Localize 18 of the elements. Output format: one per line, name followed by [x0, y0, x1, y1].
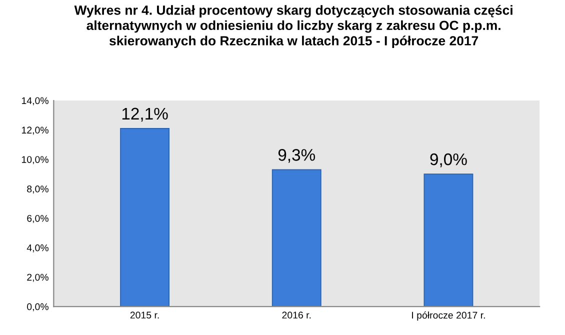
y-tick-label: 2,0%: [27, 274, 48, 282]
x-tick-label: 2016 r.: [282, 312, 311, 319]
y-tick-label: 6,0%: [27, 214, 48, 223]
x-tick-label: 2015 r.: [130, 312, 159, 319]
y-tick-label: 12,0%: [22, 126, 48, 135]
data-label: 12,1%: [122, 108, 168, 122]
y-tick-label: 0,0%: [27, 303, 48, 312]
chart-title: Wykres nr 4. Udział procentowy skarg dotyczących stosowania części alternatywnych w odniesieniu do liczby skarg z zakresu OC p.p.m. skierowanych do Rzecznika w latach 2015 - I półrocze 2017: [74, 5, 512, 48]
bar: [120, 128, 170, 307]
bar: [272, 169, 322, 307]
y-tick-label: 14,0%: [22, 97, 48, 106]
y-tick-label: 4,0%: [26, 244, 48, 252]
x-tick-label: I półrocze 2017 r.: [412, 311, 485, 321]
data-label: 9,0%: [430, 153, 467, 168]
y-tick-label: 10,0%: [22, 156, 48, 164]
data-label: 9,3%: [278, 149, 316, 163]
y-tick-label: 8,0%: [27, 186, 48, 194]
bar: [424, 174, 474, 307]
